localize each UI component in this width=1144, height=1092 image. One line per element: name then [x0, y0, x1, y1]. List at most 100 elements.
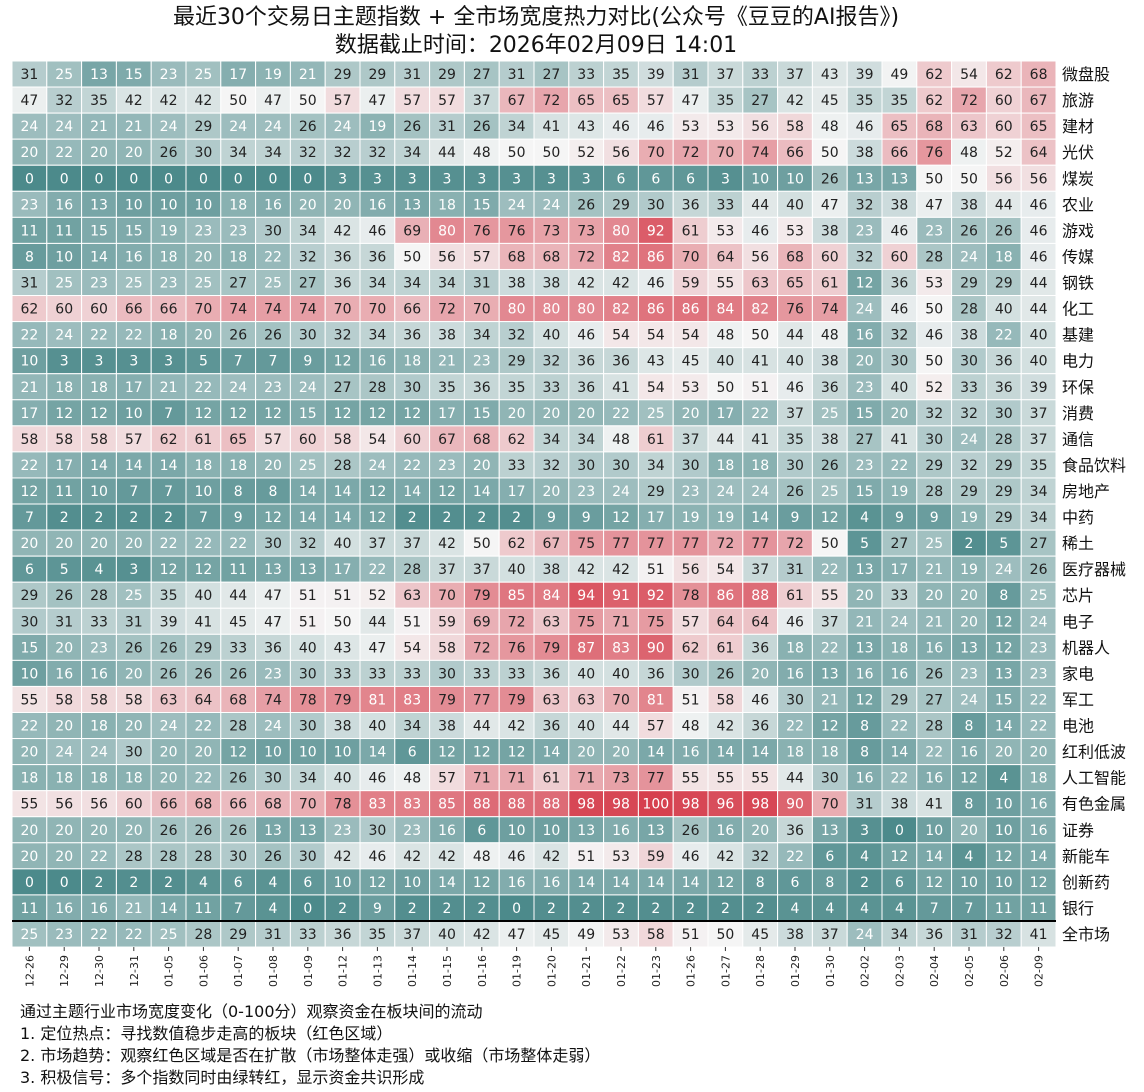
x-tick-label: 12-30: [93, 955, 106, 987]
cell-value-label: 2: [338, 901, 347, 917]
heatmap-cell: [185, 555, 222, 583]
heatmap-cell: [220, 555, 257, 583]
x-tick-label: 01-05: [163, 955, 176, 987]
heatmap-cell: [637, 112, 674, 140]
heatmap-cell: [115, 399, 152, 427]
x-tick-label: 01-22: [615, 955, 628, 987]
cell-value-label: 76: [508, 223, 526, 239]
cell-value-label: 28: [229, 719, 247, 735]
cell-value-label: 2: [582, 901, 591, 917]
cell-value-label: 38: [890, 197, 908, 213]
cell-value-label: 9: [303, 354, 312, 370]
cell-value-label: 21: [925, 614, 943, 630]
cell-value-label: 46: [1030, 223, 1048, 239]
heatmap-cell: [115, 529, 152, 557]
cell-value-label: 29: [960, 276, 978, 292]
cell-value-label: 50: [960, 171, 978, 187]
cell-value-label: 9: [582, 510, 591, 526]
row-label: 创新药: [1062, 873, 1110, 892]
cell-value-label: 63: [960, 119, 978, 135]
cell-value-label: 58: [716, 692, 734, 708]
cell-value-label: 20: [960, 823, 978, 839]
heatmap-cell: [672, 790, 709, 818]
cell-value-label: 38: [821, 354, 839, 370]
heatmap-cell: [394, 112, 431, 140]
cell-value-label: 25: [1030, 588, 1048, 604]
cell-value-label: 14: [160, 458, 178, 474]
cell-value-label: 16: [786, 666, 804, 682]
cell-value-label: 68: [194, 797, 212, 813]
heatmap-cell: [951, 764, 987, 792]
heatmap-cell: [985, 764, 1022, 792]
cell-value-label: 31: [856, 797, 874, 813]
heatmap-cell: [1020, 295, 1057, 323]
heatmap-cell: [185, 399, 222, 427]
heatmap-cell: [11, 268, 48, 297]
cell-value-label: 37: [1030, 432, 1048, 448]
x-tick-label: 01-23: [650, 955, 663, 987]
cell-value-label: 2: [860, 875, 869, 891]
heatmap-cell: [11, 164, 48, 192]
cell-value-label: 21: [299, 67, 317, 83]
cell-value-label: 37: [821, 614, 839, 630]
heatmap-cell: [1020, 112, 1057, 140]
cell-value-label: 60: [55, 302, 73, 318]
heatmap-cell: [846, 790, 883, 818]
cell-value-label: 45: [751, 927, 769, 943]
cell-value-label: 10: [299, 745, 317, 761]
cell-value-label: 28: [368, 380, 386, 396]
cell-value-label: 14: [90, 249, 108, 265]
cell-value-label: 5: [999, 536, 1008, 552]
cell-value-label: 40: [334, 771, 352, 787]
cell-value-label: 37: [682, 432, 700, 448]
cell-value-label: 30: [682, 666, 700, 682]
cell-value-label: 19: [716, 510, 734, 526]
heatmap-cell: [707, 633, 744, 661]
cell-value-label: 46: [682, 849, 700, 865]
heatmap-cell: [429, 581, 465, 609]
cell-value-label: 47: [925, 197, 943, 213]
heatmap-cell: [951, 425, 987, 453]
cell-value-label: 10: [995, 823, 1013, 839]
cell-value-label: 28: [334, 458, 352, 474]
heatmap-cell: [916, 529, 953, 557]
cell-value-label: 92: [647, 588, 665, 604]
cell-value-label: 20: [20, 145, 38, 161]
heatmap-cell: [951, 347, 987, 375]
heatmap-cell: [150, 920, 187, 948]
cell-value-label: 57: [647, 93, 665, 109]
cell-value-label: 12: [368, 875, 386, 891]
cell-value-label: 37: [473, 93, 491, 109]
heatmap-cell: [115, 295, 152, 323]
cell-value-label: 59: [438, 614, 456, 630]
cell-value-label: 40: [890, 380, 908, 396]
cell-value-label: 18: [20, 771, 38, 787]
heatmap-cell: [672, 685, 709, 714]
cell-value-label: 94: [577, 588, 595, 604]
cell-value-label: 50: [821, 145, 839, 161]
cell-value-label: 70: [438, 588, 456, 604]
cell-value-label: 16: [55, 666, 73, 682]
cell-value-label: 36: [542, 666, 560, 682]
heatmap-cell: [603, 164, 639, 192]
cell-value-label: 21: [821, 692, 839, 708]
cell-value-label: 20: [473, 458, 491, 474]
cell-value-label: 23: [856, 223, 874, 239]
cell-value-label: 10: [786, 171, 804, 187]
cell-value-label: 57: [264, 432, 282, 448]
cell-value-label: 2: [686, 901, 695, 917]
cell-value-label: 0: [895, 823, 904, 839]
cell-value-label: 46: [368, 849, 386, 865]
cell-value-label: 4: [199, 875, 208, 891]
heatmap-cell: [916, 321, 953, 349]
cell-value-label: 3: [129, 562, 138, 578]
cell-value-label: 55: [716, 276, 734, 292]
row-label: 微盘股: [1062, 65, 1110, 84]
cell-value-label: 80: [438, 223, 456, 239]
cell-value-label: 26: [229, 771, 247, 787]
heatmap-cell: [568, 790, 605, 818]
cell-value-label: 7: [25, 510, 34, 526]
cell-value-label: 36: [612, 354, 630, 370]
cell-value-label: 46: [1030, 249, 1048, 265]
cell-value-label: 14: [925, 849, 943, 865]
